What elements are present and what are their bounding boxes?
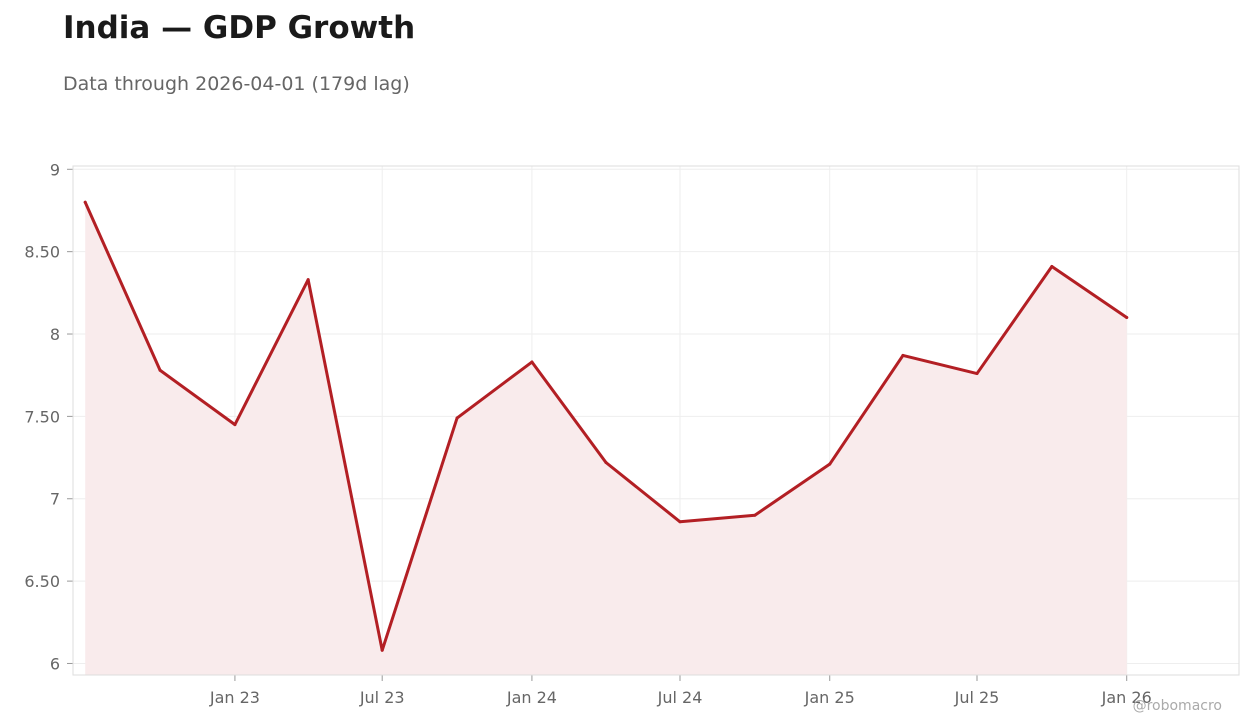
data-point bbox=[306, 278, 310, 282]
area-layer bbox=[85, 202, 1127, 675]
watermark: @robomacro bbox=[1132, 698, 1222, 714]
chart-title: India — GDP Growth bbox=[63, 10, 416, 46]
line-layer bbox=[83, 200, 1129, 652]
y-tick-label: 7.50 bbox=[24, 407, 60, 426]
axis-layer: 6 6.50 7 7.50 8 8.50 9 Jan 23 Jul 23 Jan 24 Jul 24… bbox=[24, 160, 1240, 707]
data-point bbox=[158, 368, 162, 372]
data-point bbox=[233, 423, 237, 427]
x-tick-label: Jan 23 bbox=[209, 688, 260, 707]
data-point bbox=[753, 513, 757, 517]
y-tick-label: 8.50 bbox=[24, 243, 60, 262]
chart-subtitle: Data through 2026-04-01 (179d lag) bbox=[63, 73, 410, 95]
data-point bbox=[83, 200, 87, 204]
y-tick-label: 9 bbox=[50, 160, 60, 179]
data-point bbox=[530, 360, 534, 364]
data-point bbox=[1125, 316, 1129, 320]
data-point bbox=[1050, 264, 1054, 268]
y-tick-label: 8 bbox=[50, 325, 60, 344]
plot-frame bbox=[72, 165, 1240, 676]
x-tick-label: Jul 23 bbox=[359, 688, 405, 707]
data-point bbox=[975, 372, 979, 376]
x-tick-label: Jan 24 bbox=[506, 688, 557, 707]
y-tick-label: 6 bbox=[50, 654, 60, 673]
data-point bbox=[455, 416, 459, 420]
series-area-fill bbox=[85, 202, 1127, 675]
data-point bbox=[604, 461, 608, 465]
y-tick-label: 7 bbox=[50, 490, 60, 509]
x-tick-label: Jul 25 bbox=[954, 688, 1000, 707]
data-point bbox=[380, 648, 384, 652]
data-point bbox=[901, 353, 905, 357]
y-tick-label: 6.50 bbox=[24, 572, 60, 591]
data-point bbox=[678, 520, 682, 524]
x-tick-label: Jul 24 bbox=[657, 688, 703, 707]
x-tick-label: Jan 25 bbox=[804, 688, 855, 707]
data-point bbox=[828, 462, 832, 466]
x-tick-label: Jan 26 bbox=[1101, 688, 1152, 707]
